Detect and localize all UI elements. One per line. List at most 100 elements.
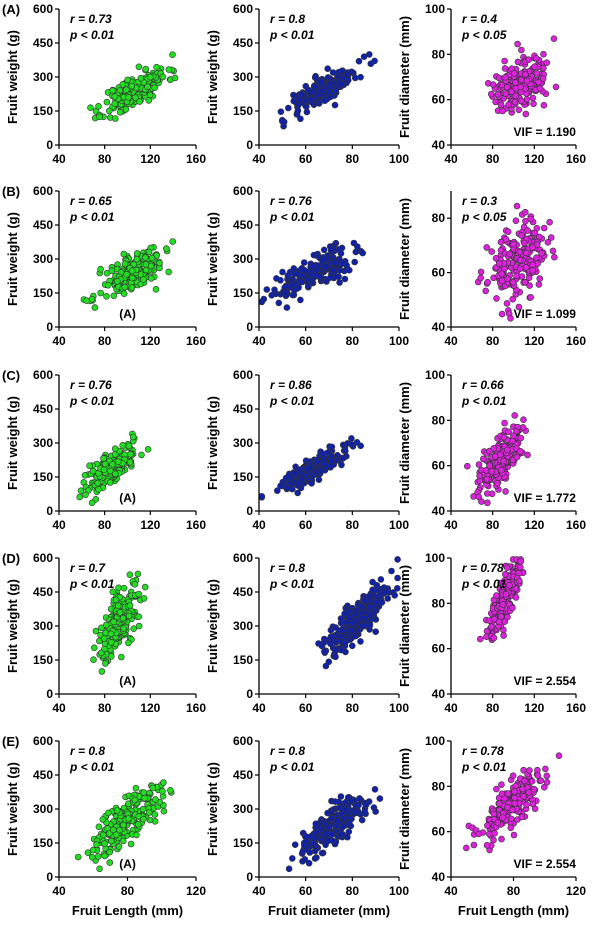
x-tick-label: 40 xyxy=(444,701,458,715)
data-point xyxy=(294,107,302,114)
chart-panel: 0 150 300 450 600 40 60 80 100 Fruit weight (g) r … xyxy=(205,184,409,348)
vif-label: VIF = 1.099 xyxy=(514,307,577,321)
data-point xyxy=(95,485,102,493)
data-point xyxy=(353,808,360,816)
data-point xyxy=(321,97,329,104)
data-point xyxy=(132,94,139,101)
data-point xyxy=(320,456,327,463)
data-point xyxy=(501,73,509,81)
data-point xyxy=(307,96,315,103)
data-point xyxy=(517,83,524,91)
y-tick-label: 450 xyxy=(33,36,53,50)
data-point xyxy=(377,576,385,583)
data-point xyxy=(507,314,514,322)
y-tick-label: 300 xyxy=(233,436,253,450)
data-point xyxy=(512,217,520,224)
data-point xyxy=(323,829,331,837)
data-point xyxy=(86,462,93,470)
data-point xyxy=(156,259,163,267)
data-point xyxy=(524,451,531,459)
data-point xyxy=(160,807,168,815)
data-point xyxy=(111,100,119,107)
data-point xyxy=(498,277,506,285)
data-point xyxy=(283,283,290,290)
data-point xyxy=(327,274,334,281)
data-point xyxy=(121,260,129,268)
data-point xyxy=(338,81,346,88)
data-point xyxy=(503,446,511,454)
y-tick-label: 100 xyxy=(425,734,445,748)
data-point xyxy=(522,249,530,257)
vif-label: VIF = 1.772 xyxy=(514,491,577,505)
r-value-label: r = 0.8 xyxy=(270,12,305,26)
y-axis-label: Fruit weight (g) xyxy=(205,30,220,124)
data-point xyxy=(101,460,109,468)
data-point xyxy=(94,853,102,860)
data-point xyxy=(263,286,271,293)
data-point xyxy=(133,831,140,839)
panel-note-label: (A) xyxy=(119,674,136,688)
data-point xyxy=(277,108,285,115)
data-point xyxy=(534,772,542,779)
y-tick-label: 300 xyxy=(33,70,53,84)
data-point xyxy=(475,830,483,838)
data-point xyxy=(165,268,172,276)
r-value-label: r = 0.78 xyxy=(462,561,504,575)
y-axis-label: Fruit diameter (mm) xyxy=(397,198,412,320)
data-point xyxy=(330,266,337,274)
data-point xyxy=(498,310,506,318)
data-point xyxy=(325,88,333,96)
data-point xyxy=(509,295,517,303)
data-point xyxy=(291,841,299,849)
data-point xyxy=(319,87,327,94)
p-value-label: p < 0.01 xyxy=(69,760,115,774)
data-point xyxy=(159,787,166,795)
data-point xyxy=(289,281,296,289)
data-point xyxy=(125,94,132,101)
data-point xyxy=(327,633,335,641)
data-point xyxy=(348,441,356,448)
data-point xyxy=(332,624,339,631)
chart-panel: 0 150 300 450 600 40 80 120 160 Fruit weight (g) r… xyxy=(5,551,206,715)
data-point xyxy=(505,428,512,436)
data-point xyxy=(378,598,386,606)
data-point xyxy=(299,848,307,855)
x-tick-label: 60 xyxy=(299,518,313,532)
data-point xyxy=(122,106,130,113)
data-point xyxy=(81,471,89,479)
data-point xyxy=(337,810,345,818)
data-point xyxy=(525,789,533,796)
data-point xyxy=(160,779,167,786)
point-group xyxy=(258,435,365,501)
data-point xyxy=(351,258,359,266)
data-point xyxy=(332,653,339,661)
x-tick-label: 160 xyxy=(186,334,206,348)
data-point xyxy=(124,76,131,84)
data-point xyxy=(502,236,510,243)
x-tick-label: 120 xyxy=(140,334,160,348)
data-point xyxy=(309,262,316,270)
data-point xyxy=(149,784,157,792)
p-value-label: p < 0.01 xyxy=(69,394,115,408)
y-tick-label: 0 xyxy=(46,870,53,884)
data-point xyxy=(308,479,315,487)
data-point xyxy=(499,814,506,822)
x-tick-label: 120 xyxy=(566,884,586,898)
chart-panel: 0 150 300 450 600 40 60 80 100 Fruit weight (g) r … xyxy=(205,368,409,532)
data-point xyxy=(317,78,325,85)
data-point xyxy=(393,584,401,592)
x-tick-label: 40 xyxy=(252,334,266,348)
data-point xyxy=(129,433,137,441)
data-point xyxy=(106,859,114,866)
data-point xyxy=(290,91,297,99)
data-point xyxy=(384,595,392,602)
x-tick-label: 80 xyxy=(346,701,360,715)
y-axis-label: Fruit weight (g) xyxy=(205,396,220,490)
point-group xyxy=(90,570,149,675)
data-point xyxy=(128,284,136,291)
vif-label: VIF = 2.554 xyxy=(514,857,577,871)
data-point xyxy=(483,244,491,251)
data-point xyxy=(345,814,353,821)
point-group xyxy=(463,412,531,507)
